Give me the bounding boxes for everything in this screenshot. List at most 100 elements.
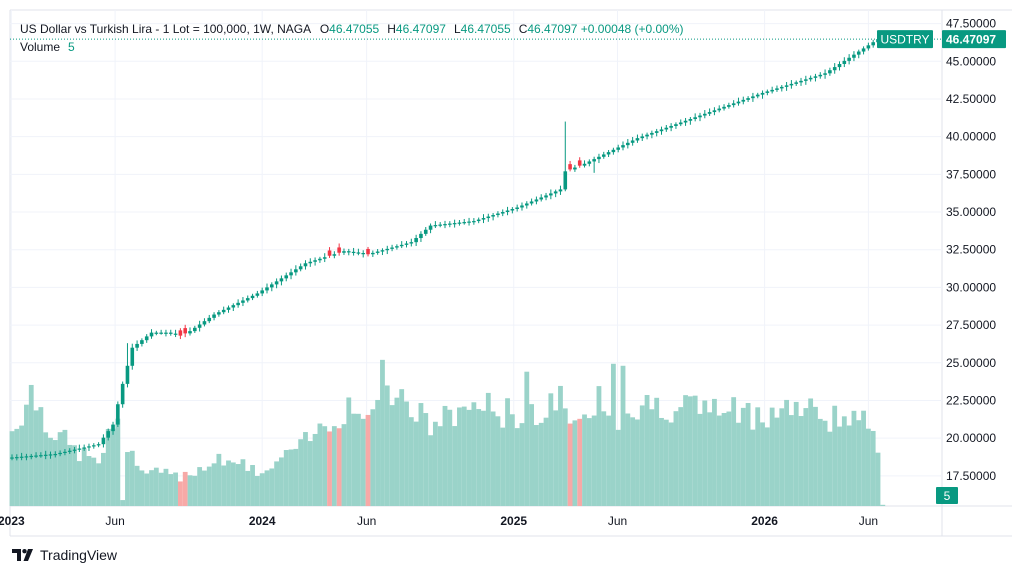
candle-body <box>553 191 558 194</box>
candle-body <box>703 113 707 116</box>
candle-body <box>852 54 856 58</box>
candle-body <box>789 83 794 86</box>
candle-body <box>818 74 823 77</box>
volume-bar <box>543 417 549 506</box>
x-tick-label: 2026 <box>751 514 778 528</box>
volume-bar <box>827 431 833 506</box>
volume-bar <box>336 428 342 506</box>
volume-bar <box>712 398 717 506</box>
volume-bar <box>635 419 640 506</box>
volume-value: 5 <box>68 40 75 54</box>
candle-body <box>63 451 67 454</box>
volume-bar <box>96 463 101 506</box>
volume-bar <box>562 408 568 506</box>
candle-body <box>39 455 43 457</box>
candle-body <box>856 51 861 55</box>
volume-bar <box>9 431 15 506</box>
volume-bar <box>625 413 631 506</box>
candle-body <box>577 160 582 166</box>
volume-bar <box>317 423 323 506</box>
volume-bar <box>529 404 534 506</box>
volume-bar <box>408 417 414 506</box>
volume-bar <box>384 385 390 506</box>
candle-body <box>409 242 414 244</box>
volume-bar <box>639 405 645 506</box>
candle-body <box>183 328 187 334</box>
candle-body <box>645 134 649 137</box>
volume-bar <box>312 433 318 506</box>
volume-badge <box>936 487 958 504</box>
volume-bar <box>177 481 183 506</box>
candle-body <box>226 307 231 310</box>
candle-body <box>96 444 101 446</box>
volume-bar <box>139 470 145 506</box>
volume-bar <box>760 422 765 506</box>
y-tick-label: 22.50000 <box>946 393 996 407</box>
candle-body <box>202 321 207 325</box>
candle-body <box>168 332 173 334</box>
volume-bar <box>457 407 462 506</box>
volume-bar <box>298 439 304 506</box>
volume-bar <box>360 418 366 506</box>
volume-bar <box>524 371 530 506</box>
candle-body <box>327 250 332 256</box>
volume-bar <box>28 384 34 506</box>
x-tick-label: Jun <box>357 514 376 528</box>
volume-bar <box>764 427 770 506</box>
volume-bar <box>365 414 371 506</box>
candle-body <box>289 272 293 276</box>
candle-body <box>91 445 96 447</box>
candle-body <box>755 94 760 97</box>
candle-body <box>784 85 789 87</box>
volume-bar <box>173 472 178 506</box>
volume-bar <box>490 411 496 506</box>
volume-bar <box>649 409 655 506</box>
x-tick-label: Jun <box>105 514 124 528</box>
candle-body <box>842 60 847 64</box>
candle-body <box>116 404 120 425</box>
tradingview-brand[interactable]: TradingView <box>12 547 117 563</box>
candle-body <box>837 63 842 68</box>
candle-body <box>322 257 327 259</box>
volume-bar <box>716 415 722 506</box>
volume-bar <box>481 410 486 506</box>
volume-bar <box>534 425 539 506</box>
candle-body <box>563 171 568 190</box>
volume-bar <box>322 426 328 506</box>
candle-body <box>120 383 125 405</box>
candle-body <box>582 163 587 166</box>
candle-body <box>82 447 86 449</box>
volume-bar <box>620 365 626 506</box>
ohlc-c: C46.47097 <box>518 22 578 36</box>
candle-body <box>303 263 308 267</box>
last-price-badge-label: 46.47097 <box>946 33 996 47</box>
candle-body <box>520 205 524 208</box>
last-price-badge <box>942 30 1006 49</box>
volume-bar <box>822 420 828 506</box>
candle-body <box>231 305 236 308</box>
volume-bar <box>673 411 679 506</box>
volume-bar <box>793 401 799 506</box>
candle-body <box>712 110 717 113</box>
volume-bar <box>418 403 424 506</box>
candle-body <box>342 251 346 253</box>
volume-bar <box>375 399 381 506</box>
volume-bar <box>394 397 400 506</box>
symbol-badge-label: USDTRY <box>880 33 929 47</box>
volume-bar <box>307 441 313 506</box>
x-tick-label: 2025 <box>500 514 527 528</box>
candle-body <box>385 248 390 251</box>
volume-bar <box>538 422 544 506</box>
candle-body <box>727 105 731 107</box>
candle-body <box>813 76 818 78</box>
candle-body <box>67 450 72 452</box>
volume-bar <box>663 419 669 506</box>
volume-bar <box>553 410 559 506</box>
candle-body <box>736 101 741 104</box>
candle-body <box>48 454 53 456</box>
volume-bar <box>668 422 674 506</box>
volume-bar <box>784 399 789 506</box>
candle-body <box>611 149 616 153</box>
volume-bar <box>832 405 838 506</box>
